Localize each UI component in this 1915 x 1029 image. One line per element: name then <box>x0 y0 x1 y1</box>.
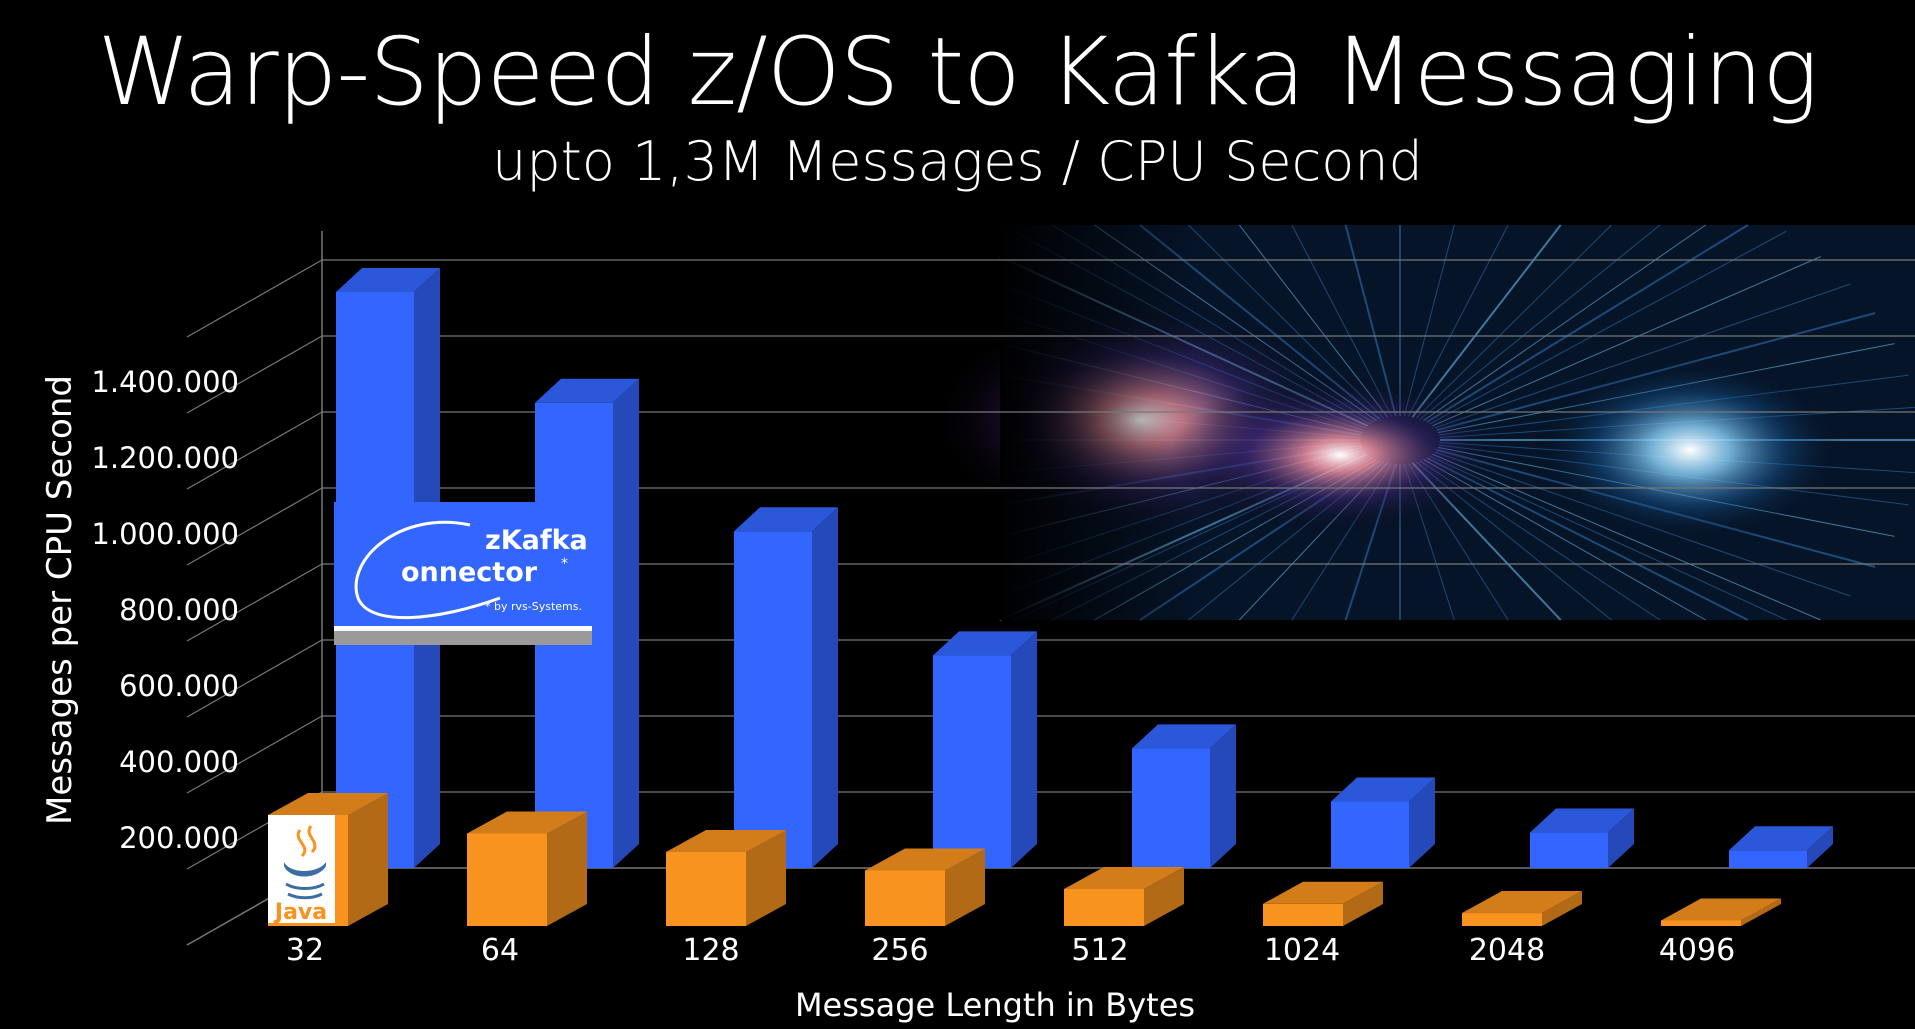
bar-top <box>467 811 587 834</box>
grid-side-line <box>186 411 323 490</box>
bar-side <box>1011 631 1037 868</box>
x-tick-label: 1024 <box>1264 933 1340 968</box>
bar-zkafka-64 <box>535 378 639 868</box>
bar-side <box>812 507 838 868</box>
bar-front <box>865 870 945 926</box>
bar-top <box>336 268 440 292</box>
y-tick-label: 1.400.000 <box>91 365 239 399</box>
bar-front <box>1462 913 1542 926</box>
bar-top <box>1263 881 1383 904</box>
bar-side <box>547 811 587 926</box>
y-tick-label: 200.000 <box>119 821 239 855</box>
bar-java-64 <box>467 811 587 926</box>
bar-top <box>1530 808 1634 833</box>
y-tick-label: 1.200.000 <box>91 441 239 475</box>
bar-java-4096 <box>1661 898 1781 926</box>
bar-top <box>933 631 1037 656</box>
bar-top <box>1331 777 1435 802</box>
bar-side <box>1741 898 1781 926</box>
bar-front <box>1530 832 1608 868</box>
chart-title: Warp-Speed z/OS to Kafka Messaging <box>97 18 1818 127</box>
bar-side <box>1409 777 1435 868</box>
x-tick-label: 128 <box>682 933 739 968</box>
x-axis: 32 64 128 256 512 1024 2048 4096 Message Length … <box>286 933 1735 1024</box>
bar-java-2048 <box>1462 891 1582 926</box>
bar-top <box>1132 724 1236 749</box>
grid-side-line <box>186 335 323 414</box>
grid-side-line <box>186 259 323 338</box>
zkafka-connector-logo: zKafka onnector * * by rvs-Systems. <box>334 502 592 645</box>
x-tick-label: 256 <box>871 933 928 968</box>
bar-zkafka-512 <box>1132 724 1236 868</box>
y-tick-label: 600.000 <box>119 669 239 703</box>
bar-side <box>1343 881 1383 926</box>
bar-front <box>1064 889 1144 926</box>
bar-top <box>666 830 786 852</box>
grid-side-line <box>186 563 323 642</box>
bar-front <box>734 531 812 868</box>
data-tunnel-image <box>930 224 1915 621</box>
bar-front <box>933 655 1011 868</box>
bar-java-256 <box>865 848 985 926</box>
bar-zkafka-128 <box>734 507 838 868</box>
bar-side <box>1608 808 1634 868</box>
x-tick-label: 64 <box>481 933 519 968</box>
bar-zkafka-256 <box>933 631 1037 868</box>
bar-top <box>268 793 388 815</box>
bar-side <box>1542 891 1582 926</box>
x-tick-label: 32 <box>286 933 324 968</box>
x-tick-label: 512 <box>1071 933 1128 968</box>
bar-top <box>1064 867 1184 889</box>
java-logo: Java <box>268 815 335 925</box>
zkafka-logo-mark: * <box>561 556 568 572</box>
bar-side <box>746 830 786 926</box>
y-tick-label: 800.000 <box>119 593 239 627</box>
y-tick-label: 400.000 <box>119 745 239 779</box>
bar-top <box>1462 891 1582 914</box>
bar-java-512 <box>1064 867 1184 926</box>
bar-side <box>348 793 388 926</box>
bar-front <box>1132 748 1210 868</box>
bar-side <box>1144 867 1184 926</box>
bar-front <box>1661 920 1741 926</box>
bar-java-128 <box>666 830 786 926</box>
y-axis-title: Messages per CPU Second <box>40 375 80 825</box>
bar-side <box>1807 826 1833 868</box>
zkafka-logo-note: * by rvs-Systems. <box>485 600 582 613</box>
bar-top <box>734 507 838 532</box>
y-axis: 200.000 400.000 600.000 800.000 1.000.000 1.2… <box>40 365 239 855</box>
bar-side <box>945 848 985 926</box>
bar-java-1024 <box>1263 881 1383 926</box>
bar-top <box>1729 826 1833 851</box>
bar-zkafka-4096 <box>1729 826 1833 868</box>
java-logo-text: Java <box>273 900 327 925</box>
bar-front <box>1263 903 1343 926</box>
bar-side <box>613 378 639 868</box>
chart-subtitle: upto 1,3M Messages / CPU Second <box>492 130 1423 193</box>
bar-front <box>1729 850 1807 868</box>
bar-zkafka-2048 <box>1530 808 1634 868</box>
y-tick-label: 1.000.000 <box>91 517 239 551</box>
bar-zkafka-1024 <box>1331 777 1435 868</box>
x-axis-title: Message Length in Bytes <box>795 986 1195 1024</box>
x-tick-label: 4096 <box>1659 933 1735 968</box>
bar-top <box>865 848 985 871</box>
grid-side-line <box>186 639 323 718</box>
x-tick-label: 2048 <box>1469 933 1545 968</box>
bar-front <box>1331 801 1409 868</box>
grid-side-line <box>186 487 323 566</box>
bar-front <box>467 833 547 926</box>
zkafka-logo-line2: onnector <box>401 557 538 588</box>
grid-side-line <box>186 715 323 794</box>
zkafka-logo-line1: zKafka <box>485 525 588 556</box>
bar-side <box>1210 724 1236 868</box>
bar-top <box>1661 898 1781 921</box>
bar-front <box>666 852 746 926</box>
bar-top <box>535 378 639 403</box>
